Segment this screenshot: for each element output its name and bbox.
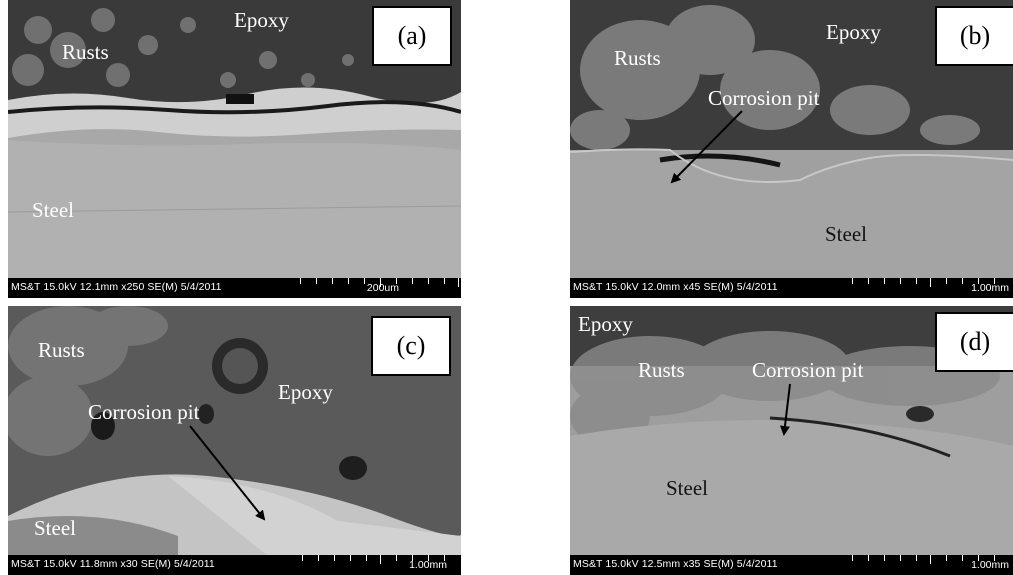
label-rusts: Rusts xyxy=(38,338,85,362)
sem-info-text: MS&T 15.0kV 12.1mm x250 SE(M) 5/4/2011 xyxy=(11,281,222,293)
label-epoxy: Epoxy xyxy=(278,380,333,404)
scale-bar-ticks xyxy=(302,555,457,564)
label-steel: Steel xyxy=(825,222,867,246)
panel-tag-b: (b) xyxy=(935,6,1013,66)
panel-tag-d: (d) xyxy=(935,312,1013,372)
label-steel: Steel xyxy=(666,476,708,500)
label-epoxy: Epoxy xyxy=(578,312,633,336)
label-rusts: Rusts xyxy=(638,358,685,382)
sem-panel-c: (c) Rusts Epoxy Corrosion pit Steel MS&T… xyxy=(8,306,461,575)
sem-info-bar: MS&T 15.0kV 12.5mm x35 SE(M) 5/4/2011 1.… xyxy=(570,555,1013,575)
sem-info-bar: MS&T 15.0kV 12.1mm x250 SE(M) 5/4/2011 2… xyxy=(8,278,461,298)
scale-bar-label: 1.00mm xyxy=(971,282,1009,294)
sem-info-text: MS&T 15.0kV 11.8mm x30 SE(M) 5/4/2011 xyxy=(11,558,215,570)
scale-bar-label: 1.00mm xyxy=(409,559,447,571)
scale-bar-ticks xyxy=(852,555,1007,564)
label-epoxy: Epoxy xyxy=(826,20,881,44)
sem-info-text: MS&T 15.0kV 12.5mm x35 SE(M) 5/4/2011 xyxy=(573,558,778,570)
label-steel: Steel xyxy=(34,516,76,540)
label-epoxy: Epoxy xyxy=(234,8,289,32)
label-steel: Steel xyxy=(32,198,74,222)
label-rusts: Rusts xyxy=(614,46,661,70)
sem-info-bar: MS&T 15.0kV 12.0mm x45 SE(M) 5/4/2011 1.… xyxy=(570,278,1013,298)
scale-bar-label: 1.00mm xyxy=(971,559,1009,571)
sem-panel-d: (d) Epoxy Rusts Corrosion pit Steel MS&T… xyxy=(570,306,1013,575)
scale-bar-label: 200um xyxy=(366,282,399,294)
panel-tag-c: (c) xyxy=(371,316,451,376)
label-corrosion-pit: Corrosion pit xyxy=(88,400,200,424)
sem-panel-a: (a) Epoxy Rusts Steel MS&T 15.0kV 12.1mm… xyxy=(8,0,461,298)
sem-micrograph-d xyxy=(570,306,1013,575)
scale-bar-ticks xyxy=(852,278,1007,287)
label-corrosion-pit: Corrosion pit xyxy=(752,358,864,382)
sem-panel-b: (b) Epoxy Rusts Corrosion pit Steel MS&T… xyxy=(570,0,1013,298)
label-rusts: Rusts xyxy=(62,40,109,64)
label-corrosion-pit: Corrosion pit xyxy=(708,86,820,110)
scale-bar-ticks xyxy=(300,278,460,287)
sem-info-bar: MS&T 15.0kV 11.8mm x30 SE(M) 5/4/2011 1.… xyxy=(8,555,461,575)
sem-info-text: MS&T 15.0kV 12.0mm x45 SE(M) 5/4/2011 xyxy=(573,281,778,293)
panel-tag-a: (a) xyxy=(372,6,452,66)
